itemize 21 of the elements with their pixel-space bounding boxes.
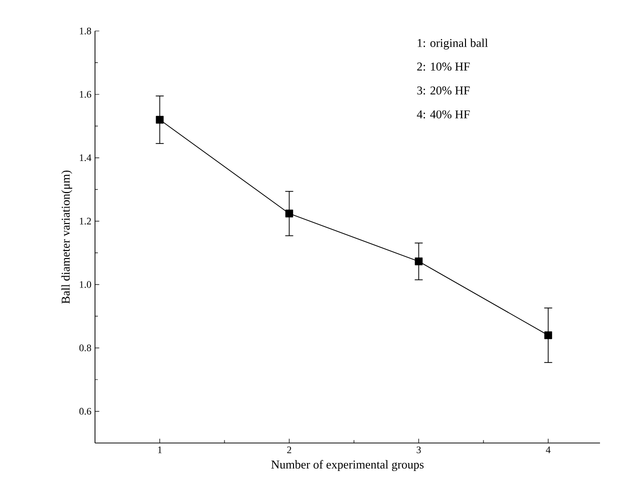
point — [285, 210, 294, 218]
y-tick-label: 1.4 — [80, 154, 92, 162]
x-tick-label: 2 — [287, 446, 292, 454]
y-tick-label: 1.2 — [80, 218, 91, 225]
y-axis-title: Ball diameter variation(μm) — [61, 170, 72, 304]
x-tick-label: 1 — [158, 446, 162, 454]
annotation: 1: original ball — [418, 38, 488, 50]
x-tick-label: 3 — [416, 446, 421, 454]
x-tick-label: 4 — [546, 446, 551, 454]
y-tick-label: 1.0 — [80, 281, 92, 288]
annotation: 3: 20% HF — [417, 86, 470, 95]
point — [156, 116, 164, 124]
y-tick-label: 1.6 — [80, 91, 92, 98]
x-axis-title: Number of experimental groups — [271, 460, 424, 472]
point — [544, 331, 552, 340]
y-tick-label: 0.8 — [79, 344, 92, 352]
point — [414, 258, 423, 266]
annotation: 2: 10% HF — [417, 62, 470, 71]
annotation: 4: 40% HF — [416, 110, 470, 118]
y-tick-label: 0.6 — [79, 408, 92, 415]
y-tick-label: 1.8 — [80, 28, 92, 34]
